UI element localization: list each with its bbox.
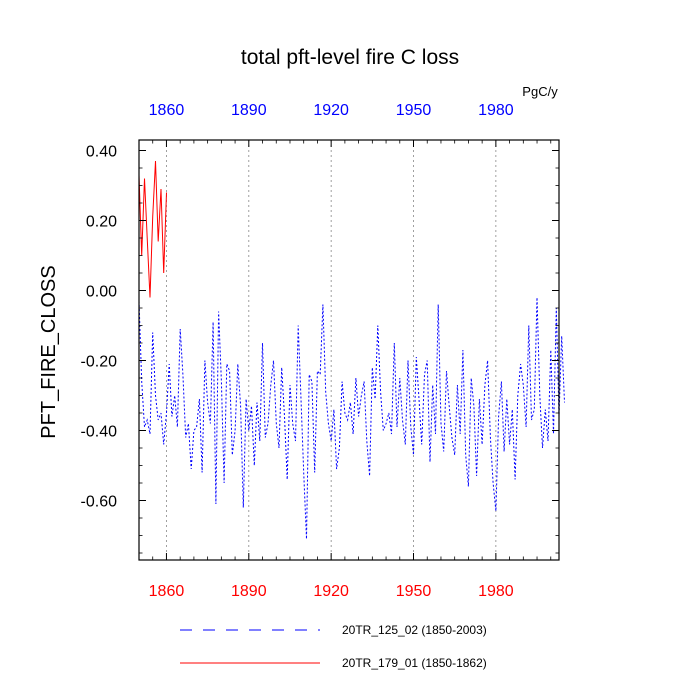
y-tick-label: -0.20	[81, 354, 118, 371]
grid-layer	[166, 140, 497, 560]
y-tick-label: 0.00	[86, 284, 117, 301]
y-tick-label: -0.40	[81, 424, 118, 441]
x-tick-label-top: 1980	[478, 102, 514, 119]
x-tick-label-top: 1860	[149, 102, 185, 119]
legend-label-series-2: 20TR_179_01 (1850-1862)	[342, 656, 487, 670]
plot-frame	[138, 139, 560, 561]
y-tick-label: -0.60	[81, 494, 118, 511]
series-layer	[138, 160, 565, 540]
x-tick-label-bottom: 1980	[478, 583, 514, 600]
x-tick-label-top: 1890	[231, 102, 267, 119]
series-line-1	[138, 297, 565, 540]
legend-label-series-1: 20TR_125_02 (1850-2003)	[342, 623, 487, 637]
units-label: PgC/y	[522, 84, 558, 99]
series-line-2	[138, 160, 167, 298]
x-tick-label-bottom: 1890	[231, 583, 267, 600]
y-tick-label: 0.40	[86, 144, 117, 161]
x-tick-label-bottom: 1860	[149, 583, 185, 600]
x-tick-label-bottom: 1950	[396, 583, 432, 600]
chart-title: total pft-level fire C loss	[241, 46, 459, 69]
x-tick-label-top: 1950	[396, 102, 432, 119]
x-tick-label-top: 1920	[313, 102, 349, 119]
y-axis-label: PFT_FIRE_CLOSS	[38, 265, 60, 438]
y-tick-label: 0.20	[86, 214, 117, 231]
axis-layer: 1860 1860 1890 1890 1920 1920 1950 1950 1980 1980…	[81, 102, 559, 600]
x-tick-label-bottom: 1920	[313, 583, 349, 600]
